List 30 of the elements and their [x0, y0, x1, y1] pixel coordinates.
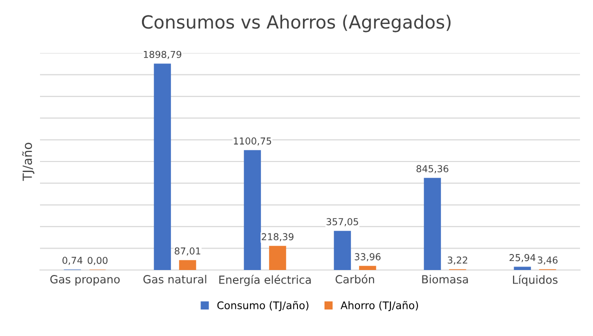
- legend-label: Ahorro (TJ/año): [340, 300, 418, 312]
- bar: [154, 64, 171, 270]
- x-tick-label: Carbón: [336, 274, 374, 284]
- x-tick-label: Gas natural: [143, 274, 206, 284]
- chart-title: Consumos vs Ahorros (Agregados): [142, 14, 451, 32]
- data-label: 87,01: [174, 247, 200, 256]
- data-label: 1898,79: [144, 50, 182, 59]
- bar: [334, 230, 351, 270]
- x-tick-label: Líquidos: [513, 274, 558, 286]
- y-axis-title: TJ/año: [22, 142, 34, 181]
- data-label: 218,39: [262, 233, 294, 242]
- bar: [424, 178, 441, 270]
- data-label: 0,74: [62, 256, 82, 265]
- data-label: 25,94: [510, 254, 536, 262]
- legend-label: Consumo (TJ/año): [217, 300, 308, 312]
- data-label: 1100,75: [234, 137, 272, 146]
- x-tick-label: Energía eléctrica: [219, 274, 311, 286]
- data-label: 3,22: [448, 256, 468, 265]
- x-tick-label: Gas propano: [50, 275, 120, 286]
- bar: [359, 266, 376, 270]
- data-label: 33,96: [354, 253, 381, 262]
- data-label: 0,00: [88, 256, 108, 265]
- bar: [514, 266, 531, 270]
- data-label: 845,36: [416, 165, 448, 174]
- data-label: 357,05: [326, 218, 358, 226]
- bar: [179, 260, 196, 270]
- bar: [244, 150, 261, 270]
- x-tick-label: Biomasa: [422, 274, 468, 284]
- data-label: 3,46: [538, 256, 558, 265]
- bar: [269, 246, 286, 270]
